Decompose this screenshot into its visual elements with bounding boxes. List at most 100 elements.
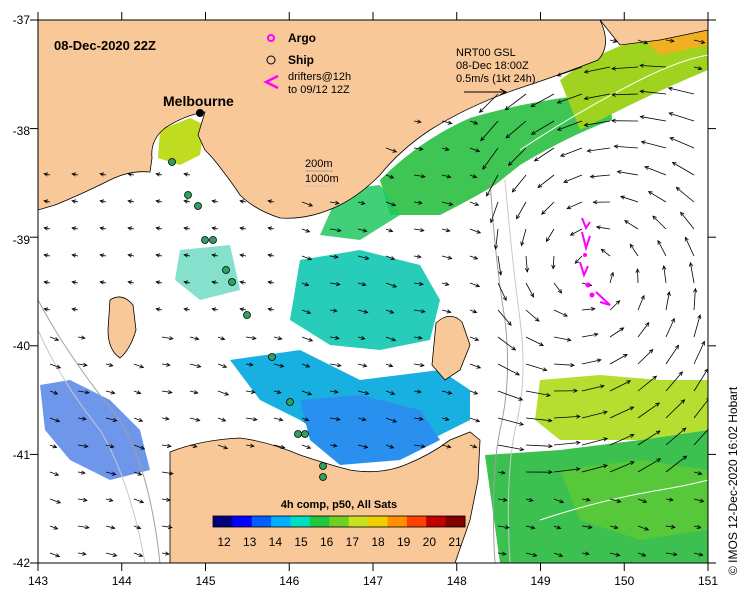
isobath-legend: 200m 1000m: [305, 158, 339, 187]
current-vector: [693, 471, 702, 475]
current-vector-head: [504, 525, 510, 530]
current-vector: [512, 174, 527, 193]
current-vector-head: [211, 199, 217, 204]
current-vector-head: [183, 280, 189, 285]
current-vector-head: [390, 390, 396, 395]
current-vector-head: [183, 172, 189, 177]
current-vector-head: [478, 108, 484, 113]
current-vector-head: [682, 455, 688, 460]
current-vector: [581, 333, 598, 338]
current-vector: [531, 120, 555, 135]
current-vector: [184, 308, 191, 311]
current-vector-head: [55, 418, 61, 423]
current-vector-head: [603, 437, 609, 442]
current-vector: [301, 417, 309, 421]
current-vector: [624, 220, 639, 230]
current-vector: [441, 390, 452, 394]
current-vector-head: [541, 210, 546, 215]
current-vector: [161, 444, 171, 447]
current-vector: [637, 39, 648, 44]
current-vector-head: [613, 525, 619, 530]
current-vector-head: [140, 445, 146, 450]
current-vector-head: [446, 174, 452, 179]
current-vector-head: [668, 112, 674, 117]
current-vector-head: [308, 202, 314, 207]
current-vector-head: [534, 317, 540, 322]
current-vector: [385, 417, 397, 423]
current-vector: [49, 444, 57, 448]
colorbar-cell: [348, 516, 369, 527]
current-vector: [385, 444, 394, 449]
current-vector-head: [416, 119, 422, 124]
current-vector-head: [472, 174, 478, 179]
current-vector-head: [647, 191, 653, 196]
current-vector-head: [644, 526, 650, 531]
current-vector: [648, 191, 667, 203]
current-vector: [581, 525, 592, 528]
current-vector-head: [307, 256, 313, 261]
current-vector: [637, 402, 660, 419]
current-vector: [637, 525, 649, 531]
current-vector: [49, 390, 58, 395]
current-vector-head: [611, 118, 616, 123]
current-vector-head: [251, 335, 257, 341]
current-vector: [676, 187, 695, 203]
current-vector: [413, 336, 422, 339]
current-vector-head: [629, 406, 635, 411]
current-vector-head: [166, 443, 172, 448]
current-vector-head: [364, 255, 370, 260]
current-vector: [469, 417, 480, 422]
current-vector: [240, 308, 247, 311]
current-vector-head: [239, 307, 245, 312]
current-vector-head: [511, 187, 517, 193]
current-vector-head: [168, 471, 174, 476]
current-vector: [77, 471, 85, 474]
current-vector-head: [680, 211, 685, 217]
current-vector: [105, 363, 113, 367]
current-vector: [133, 417, 143, 422]
ship-marker: [168, 158, 176, 166]
current-vector: [665, 318, 675, 338]
current-vector-head: [192, 443, 198, 448]
current-vector-head: [392, 418, 398, 423]
current-vector: [557, 93, 583, 104]
current-vector: [357, 228, 367, 232]
current-vector-head: [239, 199, 245, 204]
current-vector: [49, 471, 59, 476]
ship-marker: [319, 473, 327, 481]
current-vector: [525, 498, 533, 502]
current-vector-head: [43, 199, 49, 204]
current-vector-head: [194, 336, 200, 341]
lat-label: -42: [13, 556, 31, 570]
current-vector: [637, 349, 654, 365]
current-vector: [553, 282, 562, 294]
current-vector-head: [362, 228, 368, 233]
current-vector: [413, 255, 421, 258]
current-vector: [240, 200, 247, 203]
current-vector-head: [71, 199, 77, 204]
current-vector-head: [556, 72, 562, 77]
current-vector-head: [333, 389, 339, 394]
current-vector: [357, 390, 369, 395]
current-vector-head: [623, 354, 628, 358]
current-vector-head: [603, 410, 608, 415]
current-vector-head: [391, 337, 397, 342]
current-vector-head: [697, 314, 702, 320]
current-vector-head: [420, 309, 426, 314]
current-vector-head: [639, 63, 644, 68]
current-vector: [525, 363, 547, 371]
current-vector: [570, 228, 583, 236]
current-vector: [669, 112, 695, 122]
current-vector-head: [418, 146, 424, 151]
current-vector-head: [537, 183, 543, 188]
current-vector-head: [615, 552, 621, 557]
current-vector: [525, 525, 535, 529]
current-vector: [609, 498, 621, 503]
current-vector-head: [221, 417, 227, 422]
current-vector: [268, 281, 275, 284]
current-vector-head: [583, 69, 589, 74]
current-vector-head: [669, 137, 675, 142]
current-vector-head: [211, 307, 217, 312]
current-vector: [644, 166, 667, 176]
x-axis-labels: 143 144 145 146 147 148 149 150 151: [28, 574, 718, 588]
